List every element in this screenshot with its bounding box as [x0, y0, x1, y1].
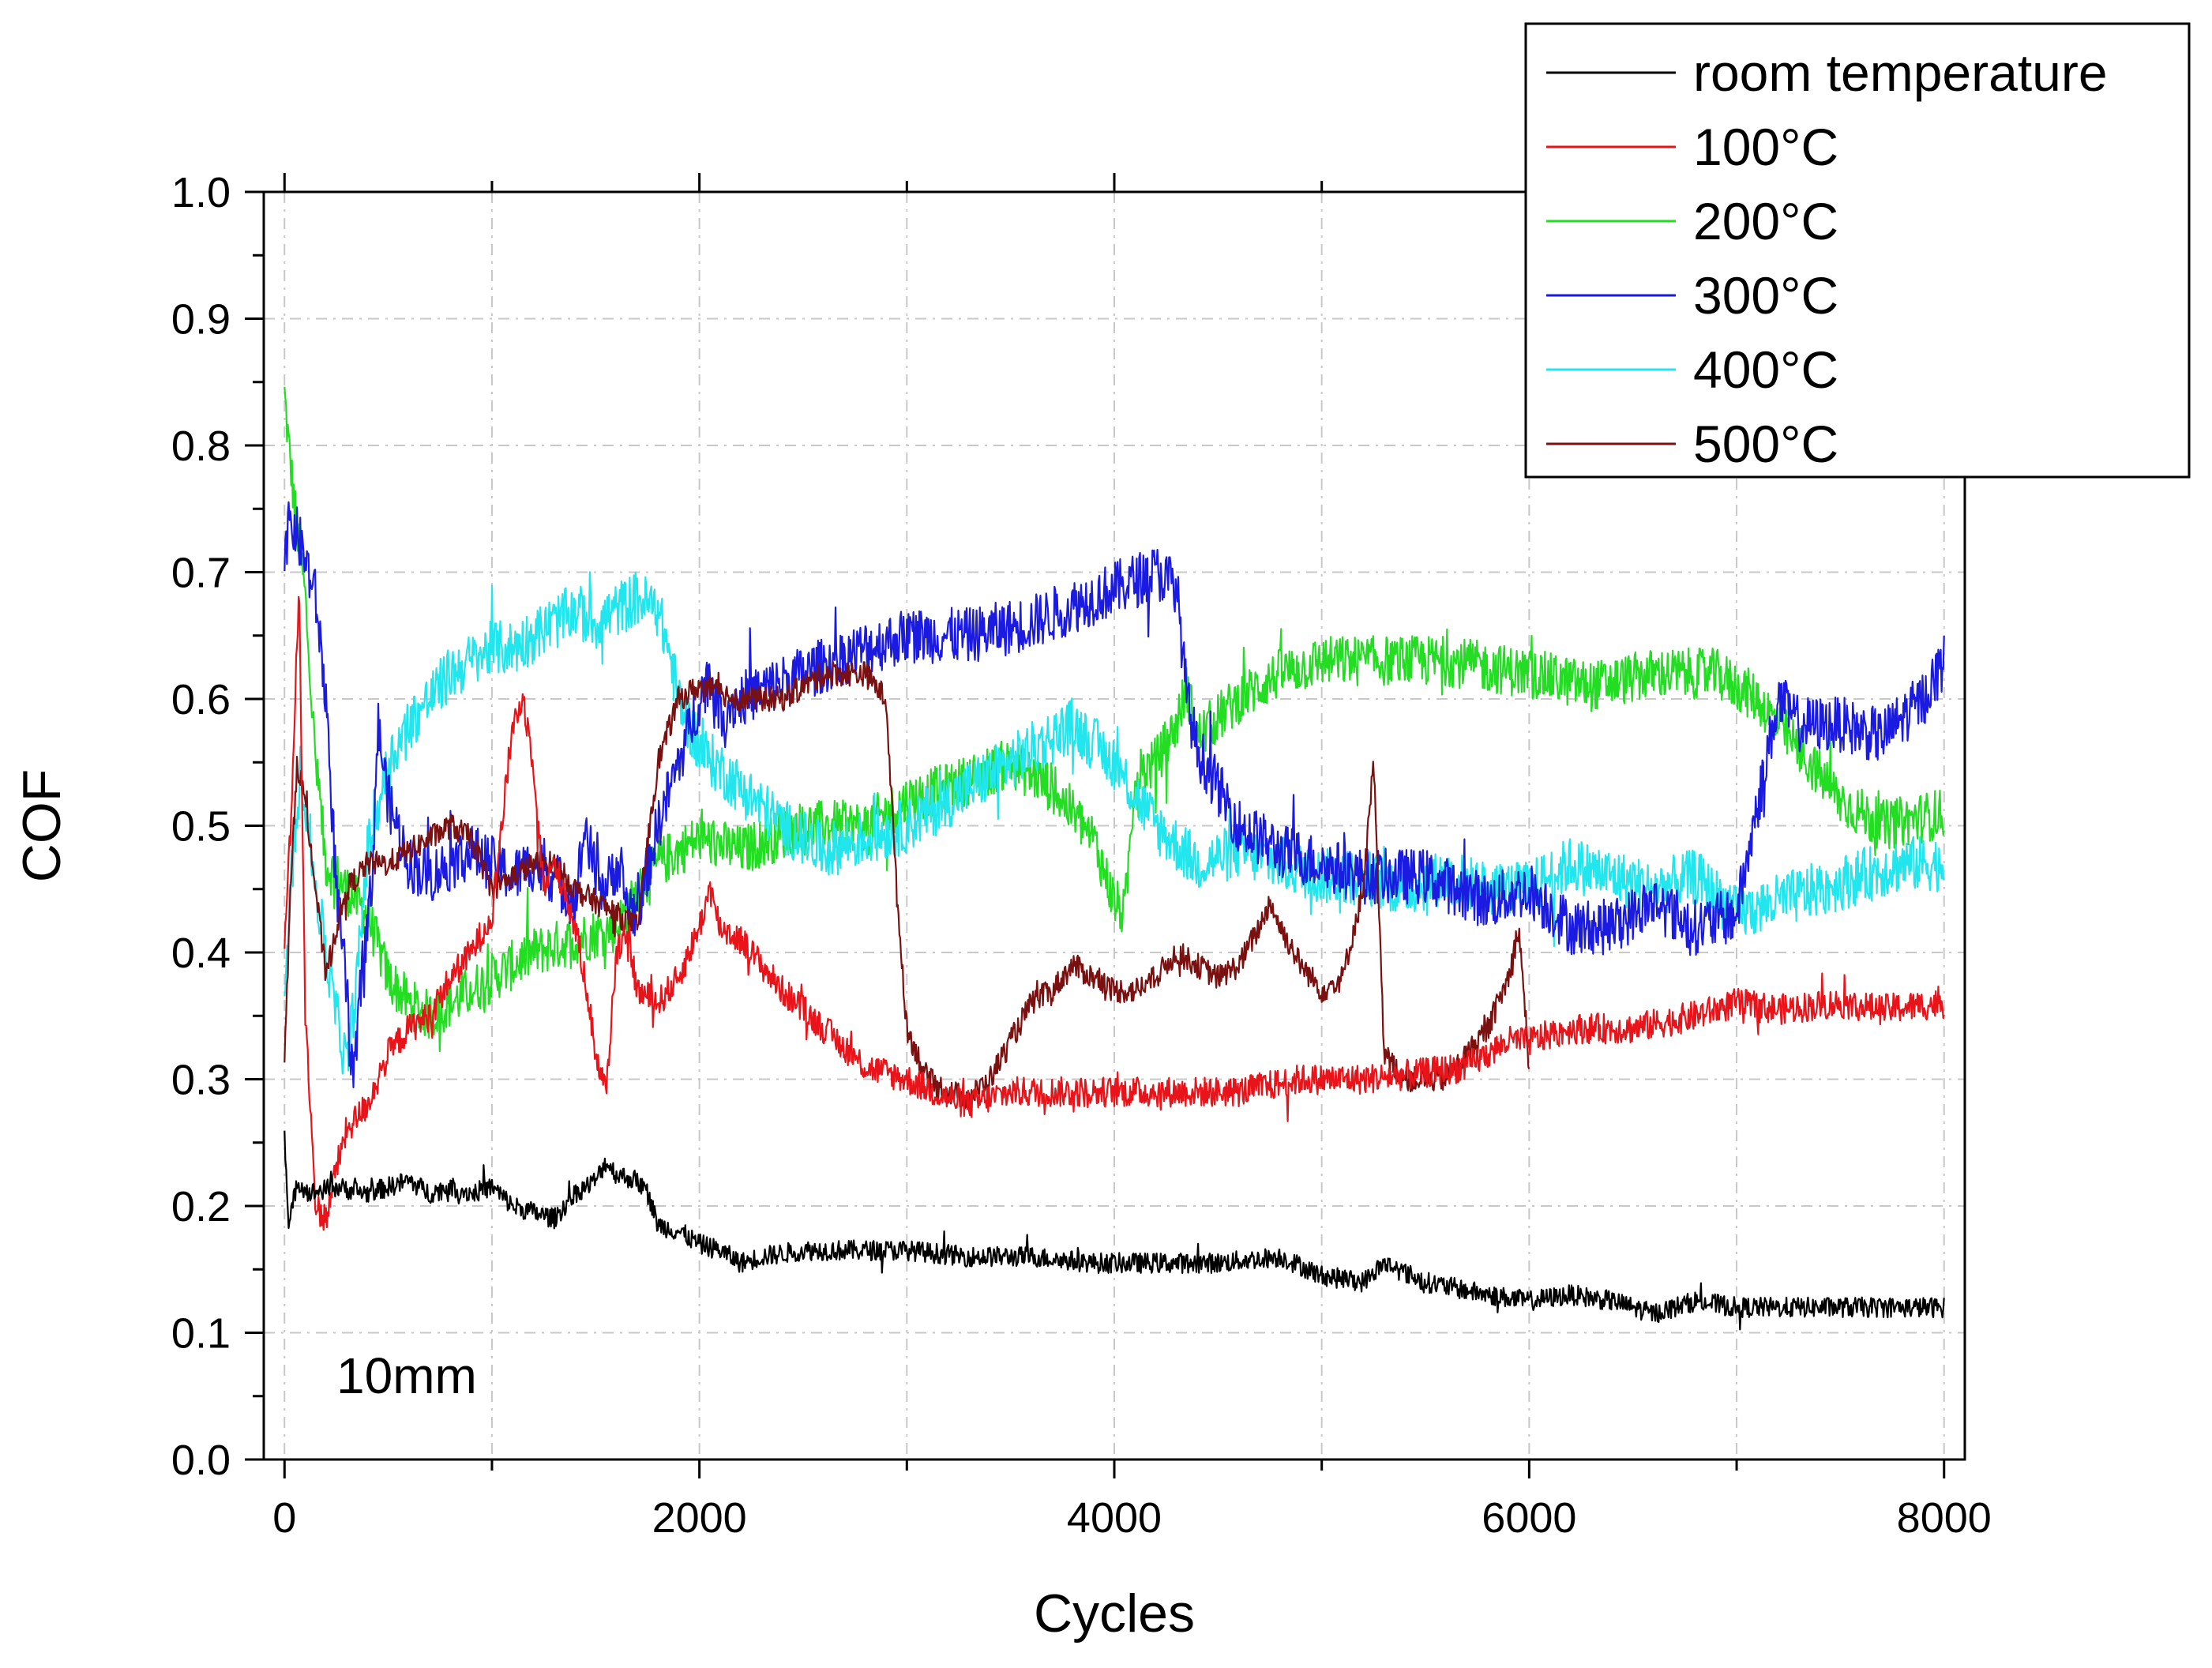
- y-tick-label: 0.5: [171, 803, 231, 851]
- sample-size-annotation: 10mm: [336, 1347, 477, 1404]
- legend: room temperature 100°C 200°C 300°C 400°C 500°…: [1524, 22, 2191, 479]
- axis-ticks: [245, 173, 1946, 1478]
- x-axis-title: Cycles: [1034, 1583, 1195, 1644]
- legend-label: 300°C: [1693, 266, 1838, 325]
- legend-label: 500°C: [1693, 415, 1838, 473]
- y-tick-label: 0.3: [171, 1057, 231, 1104]
- legend-label: 100°C: [1693, 118, 1838, 176]
- x-tick-label: 2000: [652, 1494, 747, 1542]
- legend-label: room temperature: [1693, 43, 2108, 102]
- axis-tick-labels: 0 2000 4000 6000 8000 0.0 0.1 0.2 0.3 0.4 0.5 0.6 0.…: [171, 169, 1992, 1542]
- y-tick-label: 0.0: [171, 1437, 231, 1484]
- y-tick-label: 0.6: [171, 676, 231, 723]
- legend-items: room temperature 100°C 200°C 300°C 400°C 500°…: [1546, 43, 2108, 473]
- series-line-room-temperature: [284, 1130, 1945, 1331]
- series-line-100c: [284, 595, 1945, 1231]
- x-tick-label: 0: [272, 1494, 296, 1542]
- legend-label: 200°C: [1693, 192, 1838, 250]
- series-line-200c: [284, 386, 1945, 1053]
- series-line-500c: [284, 661, 1530, 1110]
- y-tick-label: 0.9: [171, 296, 231, 344]
- series-line-400c: [284, 571, 1945, 1075]
- y-tick-label: 1.0: [171, 169, 231, 216]
- legend-box: [1524, 22, 2191, 479]
- x-tick-label: 8000: [1897, 1494, 1992, 1542]
- x-tick-label: 6000: [1482, 1494, 1576, 1542]
- y-tick-label: 0.1: [171, 1310, 231, 1358]
- legend-label: 400°C: [1693, 340, 1838, 399]
- x-tick-label: 4000: [1067, 1494, 1162, 1542]
- y-axis-title: COF: [12, 769, 72, 883]
- y-tick-label: 0.4: [171, 930, 231, 977]
- y-tick-label: 0.8: [171, 423, 231, 470]
- y-tick-label: 0.2: [171, 1183, 231, 1230]
- series-line-300c: [284, 501, 1945, 1089]
- y-tick-label: 0.7: [171, 550, 231, 597]
- series-lines: [284, 386, 1945, 1331]
